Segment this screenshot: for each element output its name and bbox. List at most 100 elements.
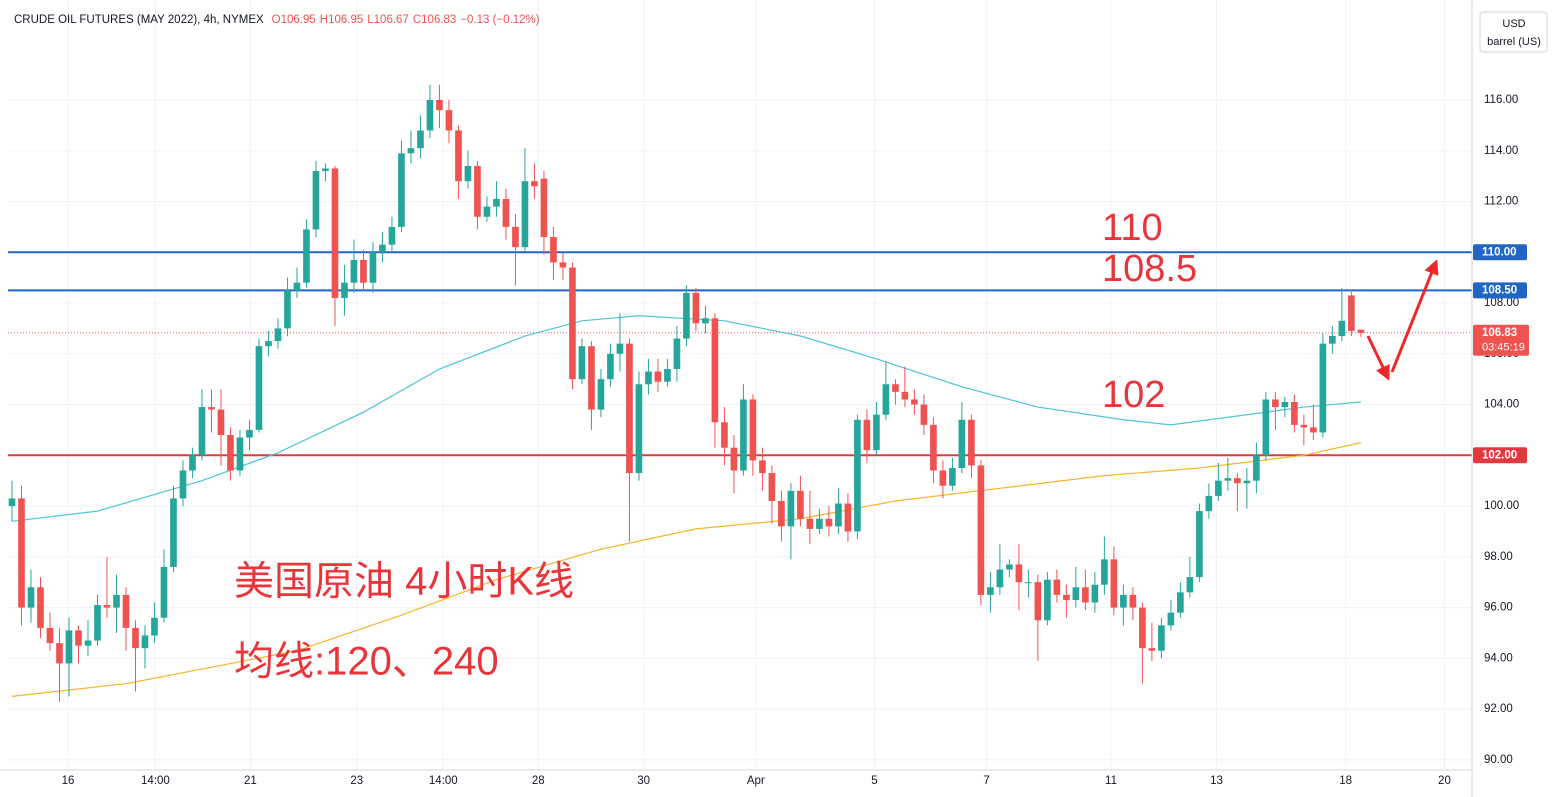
candle-body — [322, 168, 329, 172]
candle-body — [996, 569, 1004, 588]
candle-body — [654, 371, 662, 382]
candle-body — [27, 587, 35, 608]
countdown-label: 03:45:19 — [1482, 342, 1525, 354]
y-tick-label: 116.00 — [1484, 94, 1518, 106]
candle-body — [455, 130, 462, 182]
x-tick-label: 11 — [1105, 775, 1117, 787]
unit: barrel (US) — [1487, 36, 1541, 48]
candle-body — [331, 168, 339, 298]
candle-body — [949, 467, 956, 486]
candle-body — [835, 503, 842, 527]
candle-body — [721, 422, 728, 448]
level-label-box — [1473, 244, 1527, 261]
candle-body — [645, 371, 652, 385]
last-price-box — [1473, 324, 1529, 356]
candle-body — [464, 165, 472, 182]
candle-body — [911, 399, 918, 405]
candle-body — [1091, 584, 1099, 603]
candle-body — [702, 318, 709, 324]
candle-body — [787, 490, 795, 527]
level-label: 102.00 — [1482, 449, 1517, 461]
candle-body — [1253, 455, 1260, 481]
level-label: 108.50 — [1482, 284, 1517, 296]
candle-body — [1291, 402, 1298, 425]
candle-body — [711, 318, 719, 423]
candle-body — [1300, 424, 1308, 428]
candle-body — [588, 346, 595, 410]
candle-body — [1262, 399, 1270, 456]
candle-body — [759, 460, 766, 474]
x-tick-label: 23 — [350, 775, 363, 787]
symbol-title: CRUDE OIL FUTURES (MAY 2022), 4h, NYMEX — [14, 14, 264, 26]
candle-body — [227, 434, 234, 471]
candle-body — [132, 627, 139, 649]
level-label-box — [1473, 447, 1527, 464]
candle-body — [312, 171, 320, 230]
candle-body — [987, 587, 994, 595]
candle-body — [274, 328, 282, 342]
candle-body — [265, 341, 272, 347]
candle-body — [806, 518, 814, 529]
candle-body — [360, 259, 367, 283]
candle-body — [84, 640, 92, 646]
candle-body — [284, 290, 291, 329]
candle-body — [683, 292, 690, 339]
annotation: 均线:120、240 — [234, 640, 499, 684]
candle-body — [398, 153, 405, 227]
candle-body — [569, 267, 576, 380]
ohlc-close: C106.83 — [412, 14, 457, 26]
y-tick-label: 92.00 — [1484, 703, 1513, 715]
y-tick-label: 94.00 — [1484, 652, 1513, 664]
candle-body — [379, 244, 386, 253]
candle-body — [474, 165, 481, 217]
candle-body — [635, 384, 643, 474]
candle-body — [122, 594, 130, 628]
candle-body — [958, 419, 966, 468]
candle-body — [930, 424, 937, 471]
x-tick-label: 14:00 — [429, 775, 458, 787]
candle-body — [1063, 594, 1070, 600]
candle-body — [607, 353, 614, 380]
candle-body — [1329, 336, 1336, 344]
annotations: 110 108.5 102 美国原油 4小时K线 均线:120、240 — [234, 207, 1197, 684]
candle-body — [1129, 594, 1137, 608]
y-tick-label: 100.00 — [1484, 500, 1519, 512]
candle-body — [854, 419, 861, 532]
candle-body — [559, 262, 567, 268]
candle-body — [1319, 343, 1327, 433]
annotation: 102 — [1102, 374, 1165, 416]
candle-body — [1158, 625, 1165, 651]
arrow-up — [1390, 259, 1439, 373]
candle-body — [521, 181, 529, 248]
candle-body — [512, 226, 519, 248]
unit-box[interactable] — [1479, 11, 1548, 53]
candle-body — [1006, 564, 1013, 570]
y-tick-label: 104.00 — [1484, 399, 1519, 411]
candle-body — [1015, 564, 1023, 583]
candle-body — [844, 503, 852, 532]
candle-body — [1034, 582, 1042, 621]
x-tick-label: 16 — [62, 775, 75, 787]
y-tick-label: 108.00 — [1484, 297, 1519, 309]
candle-body — [920, 404, 928, 425]
candle-body — [626, 343, 633, 474]
level-label: 110.00 — [1482, 246, 1517, 258]
candle-body — [56, 643, 63, 664]
candle-body — [208, 407, 215, 410]
candle-body — [1186, 577, 1194, 593]
y-tick-label: 96.00 — [1484, 602, 1513, 614]
candle-body — [1205, 495, 1213, 512]
x-tick-label: 14:00 — [141, 775, 170, 787]
arrow-down — [1366, 335, 1390, 381]
candle-body — [664, 369, 671, 382]
x-tick-label: 20 — [1438, 775, 1451, 787]
candle-body — [426, 99, 434, 131]
candle-body — [483, 206, 491, 217]
y-tick-label: 114.00 — [1484, 145, 1518, 157]
y-tick-label: 112.00 — [1484, 196, 1518, 208]
candle-body — [1215, 480, 1222, 496]
candle-body — [65, 630, 73, 664]
candle-body — [1167, 612, 1175, 626]
x-tick-label: 5 — [871, 775, 877, 787]
candle-body — [1053, 579, 1061, 595]
